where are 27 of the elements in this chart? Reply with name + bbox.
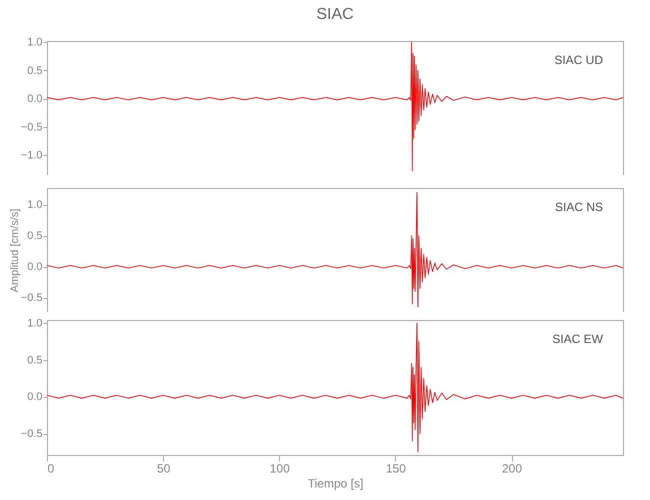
y-tick-label: −0.5 (20, 428, 42, 440)
y-tick-label: −0.5 (20, 121, 42, 134)
y-tick-label: 1.0 (27, 199, 42, 212)
x-tick-label: 150 (386, 462, 406, 476)
line-series (47, 322, 623, 452)
y-tick-label: 0.5 (27, 230, 42, 242)
y-tick-label: 0.5 (27, 64, 42, 77)
y-tick-label: 0.0 (27, 93, 42, 106)
x-tick-label: 0 (48, 462, 54, 476)
annotation: SIAC EW (552, 332, 604, 346)
y-tick-label: 0.0 (27, 391, 42, 404)
y-tick-label: 1.0 (27, 317, 42, 330)
y-tick-label: −1.0 (20, 150, 42, 162)
x-tick-label: 50 (156, 462, 171, 476)
annotation: SIAC NS (554, 200, 603, 214)
chart-title: SIAC (316, 6, 354, 24)
y-tick-label: 0.0 (27, 261, 42, 274)
annotation: SIAC UD (554, 53, 604, 67)
y-tick-label: 1.0 (27, 36, 42, 49)
line-series (47, 192, 623, 308)
x-tick-label: 200 (502, 462, 522, 476)
y-axis-title: Amplitud [cm/s/s] (8, 208, 21, 292)
y-tick-label: −0.5 (20, 292, 42, 304)
y-tick-label: 0.5 (27, 354, 42, 366)
x-tick-label: 100 (270, 462, 290, 476)
line-series (47, 42, 623, 172)
x-axis-title: Tiempo [s] (308, 476, 364, 490)
